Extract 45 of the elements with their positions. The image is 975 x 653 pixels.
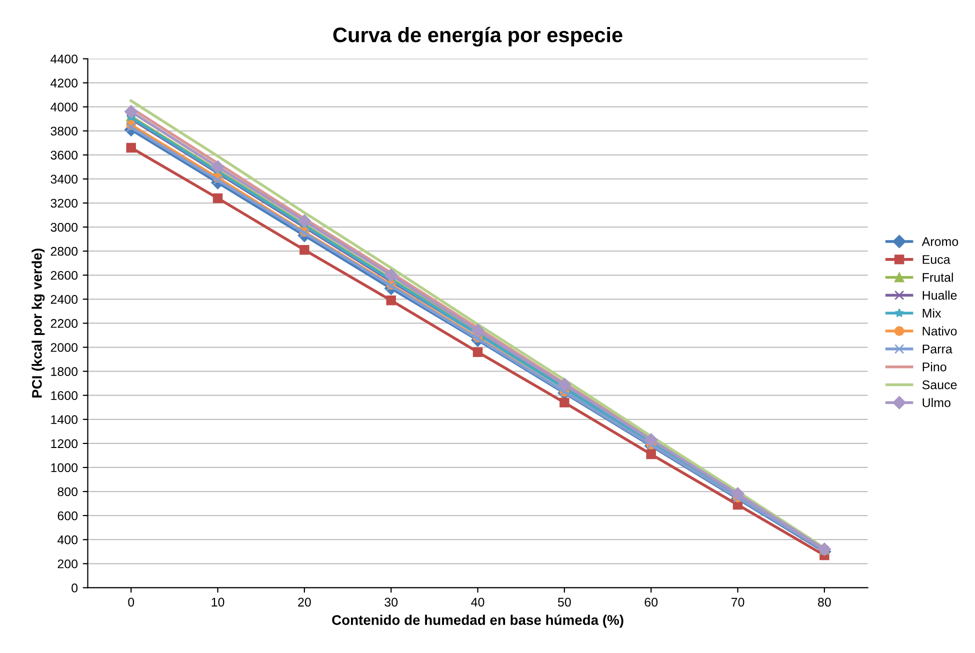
y-tick-label: 2000 [50, 343, 78, 352]
y-tick-label: 3000 [50, 222, 78, 232]
chart-title: Curva de energía por especie [333, 26, 622, 47]
y-tick-label: 2200 [50, 319, 78, 328]
legend-label: Aromo [922, 237, 958, 246]
x-tick-label: 20 [298, 598, 311, 607]
y-tick-label: 3200 [50, 198, 78, 208]
y-tick-label: 1200 [51, 439, 78, 448]
y-tick-label: 1400 [51, 415, 78, 424]
x-tick-label: 50 [558, 598, 571, 607]
x-axis-title: Contenido de humedad en base húmeda (%) [332, 614, 624, 628]
x-tick-label: 30 [384, 598, 398, 607]
y-tick-label: 2800 [50, 246, 78, 256]
legend-label: Euca [922, 255, 950, 264]
y-tick-label: 800 [58, 487, 78, 496]
y-tick-label: 400 [57, 535, 78, 544]
y-tick-label: 4400 [50, 54, 78, 64]
legend-label: Mix [922, 308, 942, 318]
legend-label: Sauce [922, 380, 957, 390]
y-tick-label: 2400 [50, 294, 78, 304]
y-tick-label: 1600 [51, 391, 78, 400]
legend-label: Ulmo [922, 398, 950, 408]
y-tick-label: 4200 [50, 78, 78, 88]
x-tick-label: 40 [471, 598, 484, 607]
legend-label: Parra [922, 344, 952, 354]
x-tick-label: 80 [818, 598, 831, 607]
y-tick-label: 2600 [50, 270, 78, 280]
legend-label: Frutal [922, 272, 953, 282]
y-tick-label: 3600 [50, 150, 78, 160]
y-tick-label: 0 [72, 584, 78, 592]
x-tick-label: 70 [731, 598, 744, 607]
y-tick-label: 1800 [51, 367, 78, 376]
legend-label: Nativo [922, 326, 957, 336]
y-tick-label: 3400 [50, 174, 78, 184]
y-tick-label: 200 [58, 559, 78, 568]
y-axis-title: PCI (kcal por kg verde) [32, 248, 45, 398]
x-tick-label: 10 [212, 598, 224, 607]
y-tick-label: 4000 [50, 102, 78, 112]
y-tick-label: 3800 [50, 126, 78, 136]
y-tick-label: 1000 [51, 463, 78, 472]
legend-label: Pino [922, 362, 946, 372]
legend-label: Hualle [922, 290, 957, 300]
x-tick-label: 60 [644, 598, 658, 607]
y-tick-label: 600 [58, 511, 78, 520]
x-tick-label: 0 [128, 598, 134, 607]
